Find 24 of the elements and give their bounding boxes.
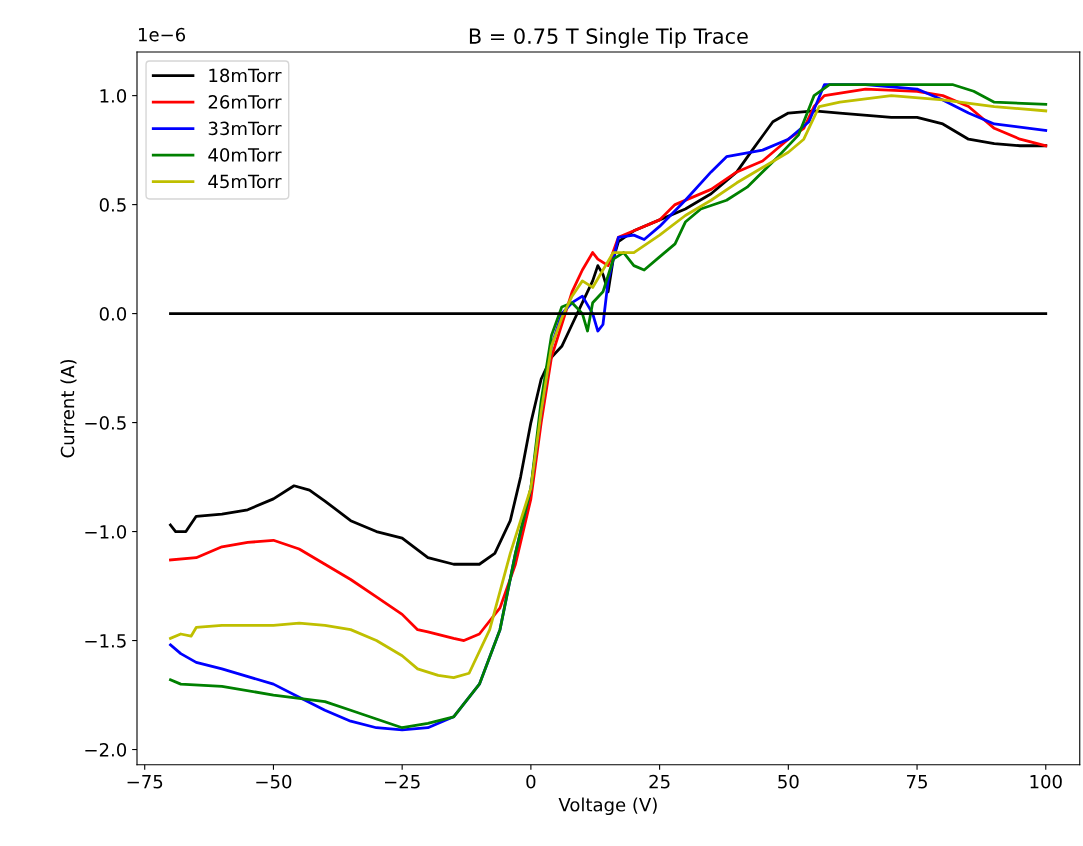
legend-label: 40mTorr <box>208 148 282 162</box>
x-tick-label: −75 <box>127 775 163 789</box>
y-tick-label: −1.0 <box>85 525 127 539</box>
y-axis-title: Current (A) <box>60 359 77 458</box>
legend-label: 26mTorr <box>208 95 282 109</box>
legend-label: 18mTorr <box>209 68 282 83</box>
x-tick-label: 50 <box>778 774 799 789</box>
x-tick-label: 25 <box>649 774 670 789</box>
x-tick-label: −50 <box>256 774 292 789</box>
y-tick-label: −2.0 <box>85 742 127 757</box>
legend-label: 45mTorr <box>208 174 282 189</box>
x-tick-label: 100 <box>1030 774 1062 789</box>
x-tick-label: 0 <box>526 774 536 789</box>
y-tick-label: 0.5 <box>99 198 126 212</box>
chart-title: B = 0.75 T Single Tip Trace <box>469 27 748 49</box>
x-tick-label: 75 <box>907 775 927 789</box>
legend-label: 33mTorr <box>208 121 282 136</box>
y-tick-label: −1.5 <box>85 634 126 648</box>
x-axis-title: Voltage (V) <box>558 797 657 816</box>
x-tick-label: −25 <box>385 774 420 789</box>
y-tick-label: 0.0 <box>99 307 127 321</box>
y-tick-label: 1.0 <box>100 89 127 103</box>
text: 1e−6 <box>138 27 186 42</box>
y-tick-label: −0.5 <box>85 416 126 430</box>
